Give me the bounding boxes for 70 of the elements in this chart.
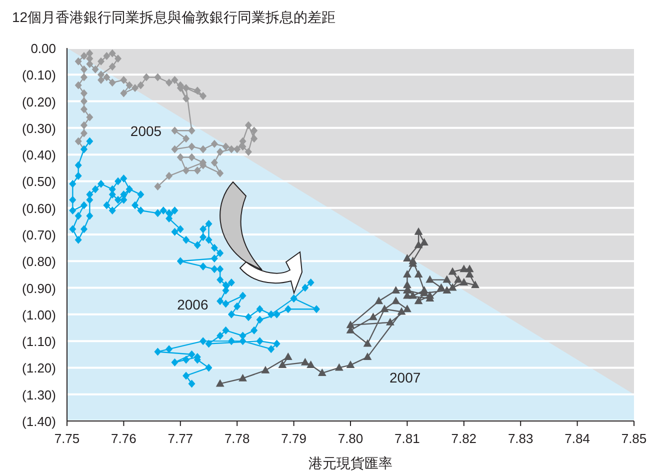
x-tick-label: 7.82 — [451, 431, 477, 446]
x-tick-label: 7.81 — [394, 431, 420, 446]
point — [437, 283, 446, 291]
y-tick-label: (0.30) — [22, 120, 56, 136]
point — [448, 267, 457, 275]
x-tick-label: 7.79 — [281, 431, 306, 446]
point — [318, 368, 326, 376]
point — [278, 360, 287, 368]
y-tick-label: (0.80) — [22, 254, 56, 270]
point — [346, 320, 355, 328]
y-tick-label: (0.20) — [22, 94, 56, 110]
x-tick-label: 7.83 — [508, 431, 534, 446]
point — [414, 240, 423, 248]
y-tick-label: (0.50) — [22, 174, 56, 190]
point — [460, 278, 468, 286]
point — [403, 270, 412, 278]
x-tick-label: 7.78 — [224, 431, 250, 446]
y-tick-label: (0.10) — [22, 68, 56, 83]
point — [397, 307, 406, 315]
point — [346, 360, 355, 368]
y-tick-label: 0.00 — [30, 41, 56, 56]
point — [306, 360, 316, 368]
point — [261, 366, 270, 374]
point — [238, 374, 247, 382]
point — [300, 358, 310, 366]
point — [454, 275, 462, 283]
y-tick-label: (0.40) — [22, 148, 56, 163]
point — [374, 296, 384, 304]
point — [368, 312, 378, 320]
point — [403, 254, 412, 262]
point — [363, 352, 372, 360]
point — [414, 227, 423, 235]
point — [380, 304, 389, 312]
point — [363, 339, 372, 347]
y-tick-label: (0.90) — [22, 280, 56, 296]
point — [386, 318, 394, 326]
point — [420, 238, 428, 246]
y-axis-title: 12個月香港銀行同業拆息與倫敦銀行同業拆息的差距 — [12, 9, 336, 25]
y-tick-label: (0.60) — [22, 200, 56, 216]
point — [392, 286, 400, 294]
point — [284, 352, 292, 360]
point — [414, 270, 423, 278]
point — [448, 283, 457, 291]
point — [403, 304, 412, 312]
point — [408, 256, 418, 264]
x-tick-label: 7.76 — [111, 431, 136, 446]
point — [426, 275, 434, 283]
y-tick-label: (1.40) — [22, 414, 56, 429]
point — [471, 280, 480, 288]
point — [442, 286, 452, 294]
y-tick-label: (1.10) — [22, 334, 56, 350]
y-tick-label: (1.30) — [22, 387, 56, 402]
x-tick-label: 7.85 — [621, 431, 647, 446]
y-tick-label: (1.20) — [22, 360, 56, 376]
point — [334, 363, 344, 371]
point — [426, 291, 434, 299]
series-name: 2007 — [390, 370, 421, 386]
point — [442, 275, 452, 283]
point — [414, 296, 423, 304]
y-tick-label: (1.00) — [22, 307, 56, 322]
x-tick-label: 7.75 — [54, 431, 80, 446]
point — [392, 296, 400, 304]
y-tick-label: (0.70) — [22, 228, 56, 242]
series-name: 2005 — [130, 123, 162, 140]
x-axis-title: 港元現貨匯率 — [308, 455, 392, 471]
series-name: 2006 — [177, 296, 208, 312]
x-tick-label: 7.77 — [168, 431, 194, 446]
x-tick-label: 7.84 — [564, 431, 590, 446]
x-tick-label: 7.80 — [338, 431, 364, 446]
point — [216, 379, 224, 387]
